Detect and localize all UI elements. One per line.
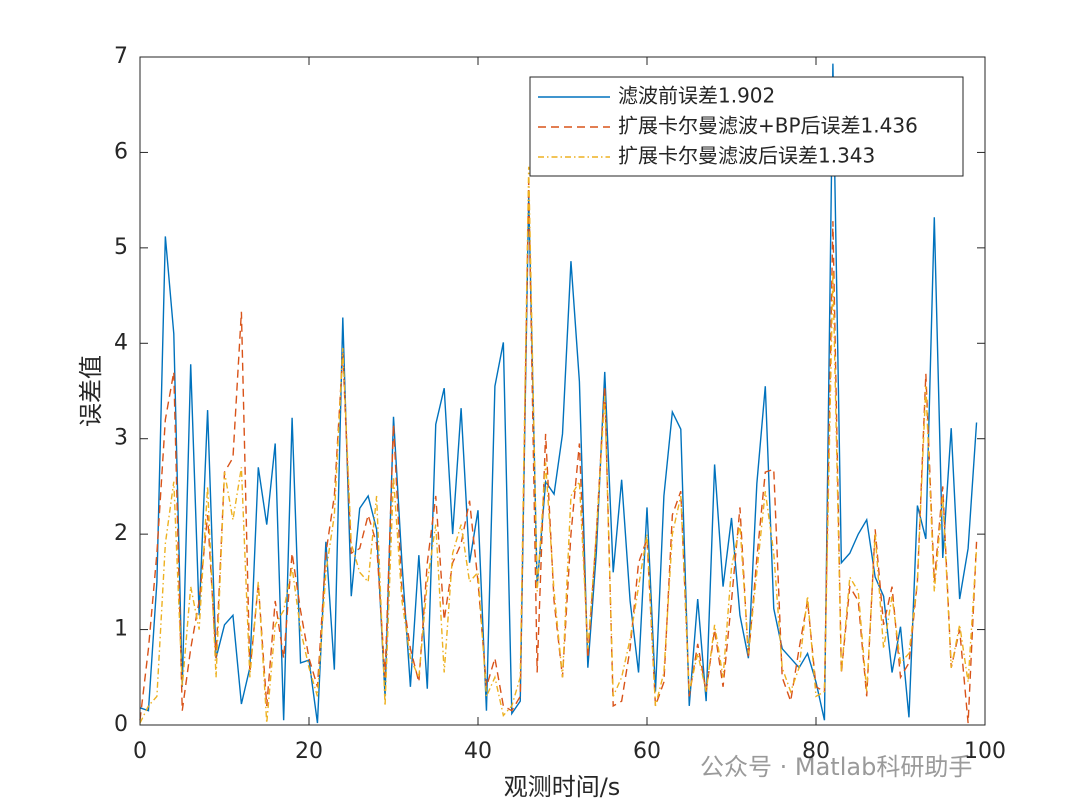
x-axis-label: 观测时间/s [504,773,621,801]
y-tick-label: 6 [114,139,128,164]
legend-label: 扩展卡尔曼滤波+BP后误差1.436 [618,114,918,138]
watermark: 公众号 · Matlab科研助手 [700,753,972,781]
y-tick-label: 3 [114,426,128,451]
legend-label: 扩展卡尔曼滤波后误差1.343 [618,144,875,168]
x-tick-label: 100 [964,739,1006,764]
y-tick-label: 1 [114,617,128,642]
x-tick-label: 80 [802,739,830,764]
y-tick-label: 7 [114,44,128,69]
y-tick-label: 5 [114,235,128,260]
x-tick-label: 60 [633,739,661,764]
y-tick-label: 4 [114,330,128,355]
series-line [139,63,978,724]
axes-box [139,56,986,726]
y-tick-label: 2 [114,521,128,546]
x-tick-label: 20 [295,739,323,764]
x-tick-label: 40 [464,739,492,764]
y-axis-label: 误差值 [77,355,105,427]
legend-label: 滤波前误差1.902 [618,84,775,108]
legend-box [529,76,964,177]
series-line [139,166,978,724]
x-tick-label: 0 [133,739,147,764]
y-tick-label: 0 [114,712,128,737]
